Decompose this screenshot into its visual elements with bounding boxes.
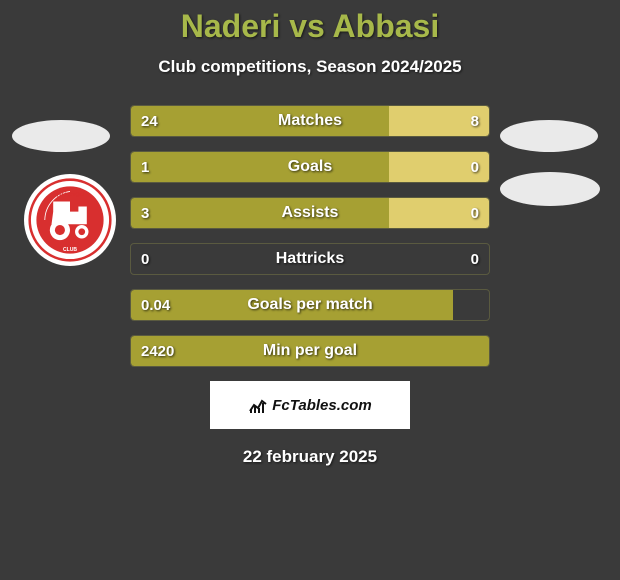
bar-left-fill [131, 106, 389, 136]
watermark-text: FcTables.com [272, 397, 371, 414]
watermark: FcTables.com [210, 381, 410, 429]
stat-row: 30Assists [130, 197, 490, 229]
stat-left-value: 0 [141, 244, 149, 274]
date-label: 22 february 2025 [0, 447, 620, 467]
chart-icon [248, 395, 268, 415]
bar-left-fill [131, 290, 453, 320]
stat-left-value: 0.04 [141, 290, 170, 320]
stat-right-value: 0 [471, 244, 479, 274]
stat-left-value: 24 [141, 106, 158, 136]
subtitle: Club competitions, Season 2024/2025 [0, 57, 620, 77]
stat-label: Hattricks [131, 244, 489, 274]
comparison-infographic: Naderi vs Abbasi Club competitions, Seas… [0, 0, 620, 467]
stat-row: 0.04Goals per match [130, 289, 490, 321]
bar-left-fill [131, 198, 389, 228]
left-team-logo: TRACTOR CLUB [24, 174, 116, 266]
stat-row: 0 0Hattricks [130, 243, 490, 275]
stat-left-value: 3 [141, 198, 149, 228]
bar-left-fill [131, 336, 489, 366]
left-player-placeholder [12, 120, 110, 152]
stats-bars: 248Matches10Goals30Assists00Hattricks0.0… [130, 105, 490, 367]
stat-row: 2420Min per goal [130, 335, 490, 367]
tractor-icon: TRACTOR CLUB [28, 178, 112, 262]
stat-row: 10Goals [130, 151, 490, 183]
bar-left-fill [131, 152, 389, 182]
svg-text:TRACTOR: TRACTOR [56, 192, 85, 198]
svg-text:CLUB: CLUB [63, 247, 77, 253]
page-title: Naderi vs Abbasi [0, 8, 620, 45]
stat-right-value: 0 [471, 198, 479, 228]
right-team-placeholder [500, 172, 600, 206]
stat-left-value: 2420 [141, 336, 174, 366]
right-player-placeholder [500, 120, 598, 152]
stat-left-value: 1 [141, 152, 149, 182]
stat-right-value: 0 [471, 152, 479, 182]
stat-right-value: 8 [471, 106, 479, 136]
stat-row: 248Matches [130, 105, 490, 137]
